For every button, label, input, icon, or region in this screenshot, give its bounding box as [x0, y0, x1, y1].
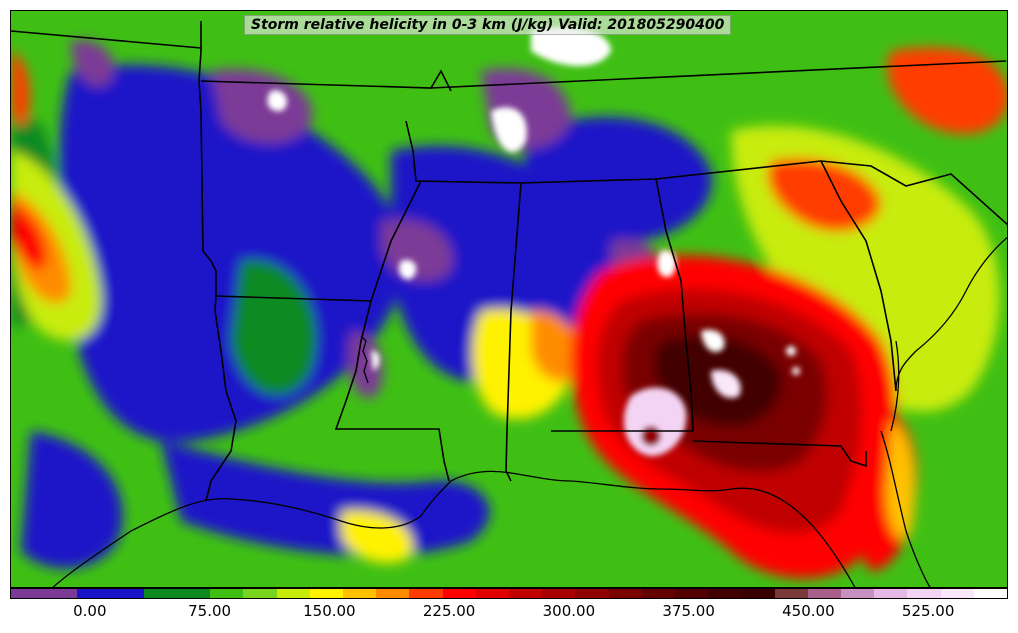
helicity-field: [11, 40, 1007, 579]
colorbar-segment: [940, 589, 974, 598]
colorbar-tick-label: 300.00: [542, 602, 596, 620]
colorbar-segment: [276, 589, 310, 598]
colorbar-segment: [907, 589, 941, 598]
colorbar-segment: [376, 589, 410, 598]
coastline: [52, 236, 1007, 587]
colorbar-segment: [874, 589, 908, 598]
helicity-map: [10, 10, 1008, 588]
colorbar-tick-label: 75.00: [188, 602, 232, 620]
colorbar-segment: [475, 589, 510, 598]
colorbar-segment: [309, 589, 344, 598]
colorbar-segment: [442, 589, 476, 598]
colorbar-segment: [143, 589, 178, 598]
colorbar-tick-label: 525.00: [901, 602, 955, 620]
colorbar-segment: [44, 589, 78, 598]
colorbar-segment: [973, 589, 1008, 598]
colorbar-segment: [575, 589, 609, 598]
storm-core: [623, 329, 800, 456]
colorbar-tick-label: 0.00: [73, 602, 107, 620]
colorbar-ticks: 0.00 75.00 150.00 225.00 300.00 375.00 450.00 5…: [10, 600, 1008, 630]
colorbar-segment: [641, 589, 676, 598]
colorbar-segment: [243, 589, 277, 598]
colorbar-segment: [210, 589, 244, 598]
colorbar-segment: [509, 589, 543, 598]
colorbar: [10, 588, 1008, 599]
colorbar-segment: [774, 589, 808, 598]
colorbar-segment: [77, 589, 111, 598]
white-pockets: [267, 27, 677, 371]
map-canvas: [11, 11, 1007, 587]
colorbar-segment: [177, 589, 211, 598]
colorbar-segment: [542, 589, 576, 598]
colorbar-segment: [409, 589, 443, 598]
colorbar-segment: [608, 589, 642, 598]
colorbar-segment: [807, 589, 842, 598]
colorbar-tick-label: 150.00: [303, 602, 356, 620]
colorbar-segment: [11, 589, 45, 598]
colorbar-tick-label: 450.00: [782, 602, 835, 620]
colorbar-tick-label: 225.00: [422, 602, 476, 620]
colorbar-segment: [708, 589, 742, 598]
state-boundaries: [11, 21, 1007, 502]
colorbar-segment: [343, 589, 377, 598]
colorbar-tick-label: 375.00: [662, 602, 715, 620]
colorbar-segment: [741, 589, 775, 598]
map-title: Storm relative helicity in 0-3 km (J/kg)…: [244, 15, 732, 35]
colorbar-segment: [110, 589, 144, 598]
colorbar-segment: [675, 589, 709, 598]
colorbar-segment: [841, 589, 875, 598]
